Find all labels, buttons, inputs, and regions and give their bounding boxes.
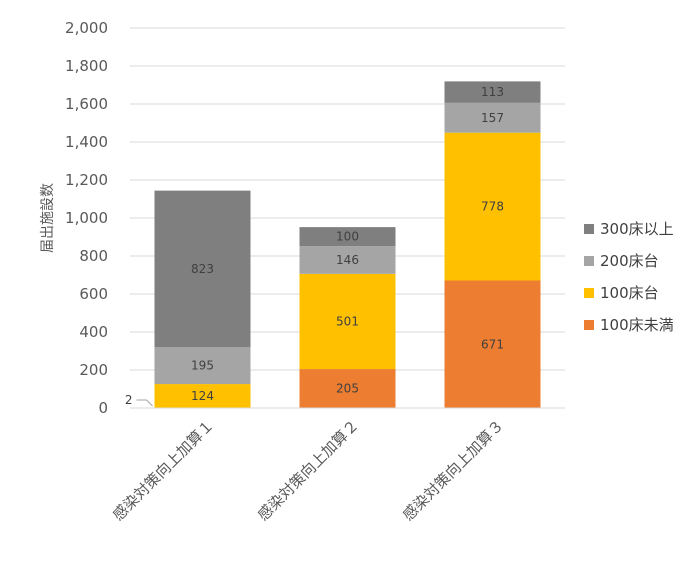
legend: 300床以上 200床台 100床台 100床未満 <box>584 220 674 334</box>
data-label: 113 <box>481 85 504 99</box>
legend-swatch <box>584 320 594 330</box>
legend-label: 200床台 <box>600 252 659 270</box>
data-label: 124 <box>191 389 214 403</box>
data-label: 2 <box>125 393 133 407</box>
category-label: 感染対策向上加算１ <box>109 416 217 524</box>
legend-label: 100床未満 <box>600 316 674 334</box>
y-tick-label: 1,000 <box>65 209 108 227</box>
y-tick-label: 1,800 <box>65 57 108 75</box>
bars: 2 124 195 823 205 501 146 100 671 778 157 113 <box>125 81 565 408</box>
legend-swatch <box>584 256 594 266</box>
data-label: 100 <box>336 230 359 244</box>
y-tick-label: 1,400 <box>65 133 108 151</box>
y-tick-label: 600 <box>79 285 108 303</box>
data-label: 195 <box>191 359 214 373</box>
data-label: 778 <box>481 200 504 214</box>
legend-label: 300床以上 <box>600 220 674 238</box>
data-label: 157 <box>481 111 504 125</box>
y-axis-ticks: 0 200 400 600 800 1,000 1,200 1,400 1,600 1,800 2,… <box>65 19 108 417</box>
y-tick-label: 0 <box>98 399 108 417</box>
data-label: 501 <box>336 314 359 328</box>
legend-swatch <box>584 288 594 298</box>
category-label: 感染対策向上加算３ <box>399 416 507 524</box>
data-label: 823 <box>191 262 214 276</box>
y-tick-label: 1,200 <box>65 171 108 189</box>
data-label: 146 <box>336 253 359 267</box>
x-axis-categories: 感染対策向上加算１ 感染対策向上加算２ 感染対策向上加算３ <box>109 416 507 524</box>
legend-label: 100床台 <box>600 284 659 302</box>
category-label: 感染対策向上加算２ <box>254 416 362 524</box>
y-tick-label: 800 <box>79 247 108 265</box>
y-axis-label: 届出施設数 <box>40 183 56 253</box>
y-tick-label: 400 <box>79 323 108 341</box>
y-tick-label: 2,000 <box>65 19 108 37</box>
legend-swatch <box>584 224 594 234</box>
y-tick-label: 1,600 <box>65 95 108 113</box>
data-label: 205 <box>336 382 359 396</box>
y-tick-label: 200 <box>79 361 108 379</box>
data-label-leader <box>137 400 153 406</box>
data-label: 671 <box>481 337 504 351</box>
